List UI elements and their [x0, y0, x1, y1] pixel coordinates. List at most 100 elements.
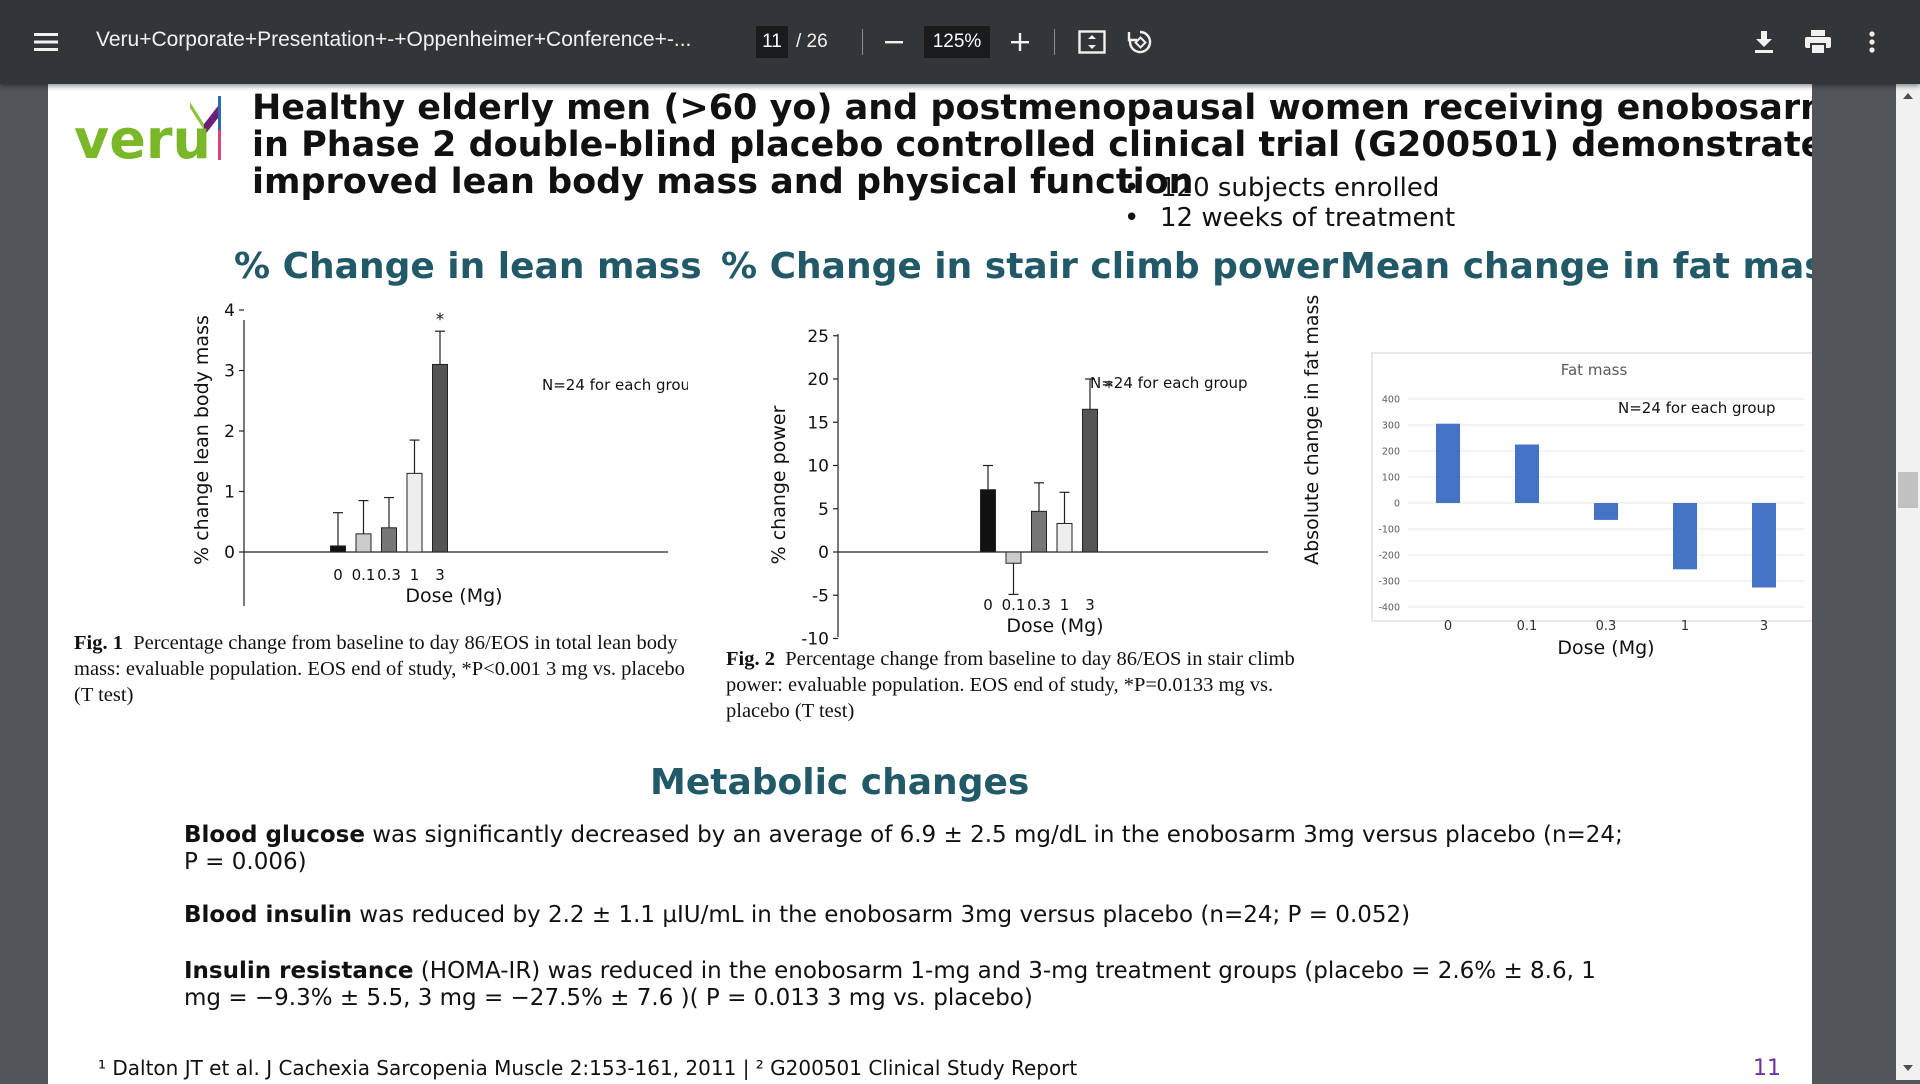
y-tick-label: -300: [1378, 577, 1400, 588]
toolbar-divider: [1054, 29, 1055, 55]
bar: [406, 472, 423, 553]
footnote: ¹ Dalton JT et al. J Cachexia Sarcopenia…: [98, 1056, 1078, 1080]
svg-text:veru: veru: [74, 108, 211, 171]
more-vert-icon: [1869, 31, 1875, 53]
bullet-item: • 12 weeks of treatment: [1124, 203, 1456, 233]
bar: [432, 363, 448, 553]
y-tick-label: 100: [1382, 473, 1400, 484]
slide-page-number: 11: [1753, 1056, 1781, 1081]
y-tick-label: 0: [224, 543, 235, 563]
chart-title-lean-mass: % Change in lean mass: [234, 246, 702, 287]
bar: [980, 489, 996, 553]
x-axis-label: Dose (Mg): [1006, 615, 1103, 637]
fit-to-page-icon: [1078, 30, 1106, 54]
x-tick-label: 0: [333, 566, 343, 584]
x-tick-label: 0.3: [1027, 596, 1051, 614]
x-tick-label: 1: [1060, 596, 1070, 614]
zoom-level-input[interactable]: 125%: [924, 26, 990, 58]
page-total: / 26: [796, 31, 828, 52]
veru-logo: veru: [74, 96, 224, 186]
scroll-up-icon: [1903, 93, 1913, 99]
scroll-down-icon: [1903, 1065, 1913, 1071]
y-tick-label: 0: [818, 543, 829, 563]
minus-icon: [885, 41, 903, 44]
pdf-toolbar: Veru+Corporate+Presentation+-+Oppenheime…: [0, 0, 1920, 84]
bar: [1673, 503, 1697, 570]
print-button[interactable]: [1802, 26, 1834, 58]
y-axis-label: Absolute change in fat mass (G): [1301, 290, 1323, 565]
bar: [1515, 444, 1539, 503]
vertical-scrollbar[interactable]: [1896, 84, 1920, 1080]
x-tick-label: 0.3: [377, 566, 401, 584]
chart-annotation: N=24 for each group: [542, 376, 688, 394]
x-tick-label: 0.1: [1517, 619, 1538, 634]
hamburger-menu-icon[interactable]: [30, 26, 62, 58]
x-tick-label: 1: [1681, 619, 1689, 634]
more-options-button[interactable]: [1856, 26, 1888, 58]
document-title: Veru+Corporate+Presentation+-+Oppenheime…: [96, 28, 692, 51]
slide-headline: Healthy elderly men (>60 yo) and postmen…: [252, 88, 1812, 202]
download-button[interactable]: [1748, 26, 1780, 58]
chart-title-stair-climb: % Change in stair climb power: [721, 246, 1339, 287]
bar: [355, 533, 372, 553]
y-tick-label: 300: [1382, 421, 1400, 432]
x-tick-label: 3: [1760, 619, 1768, 634]
download-icon: [1755, 31, 1773, 53]
x-tick-label: 0.1: [1002, 596, 1026, 614]
y-tick-label: 400: [1382, 395, 1400, 406]
y-tick-label: 0: [1394, 499, 1400, 510]
x-tick-label: 3: [1085, 596, 1095, 614]
y-tick-label: 5: [818, 500, 829, 520]
significance-marker: *: [1105, 378, 1114, 398]
bar: [381, 527, 397, 553]
bar: [330, 545, 346, 553]
bar: [1752, 503, 1776, 588]
bar: [1031, 510, 1047, 553]
zoom-in-button[interactable]: [1004, 26, 1036, 58]
y-tick-label: -5: [812, 586, 829, 606]
y-tick-label: -200: [1378, 551, 1400, 562]
print-icon: [1805, 30, 1831, 55]
bar: [1056, 522, 1073, 553]
stair-climb-chart: % change power -10 -5 0 5 10 15 20 25 * 0 0.1 0.3…: [768, 327, 1268, 650]
y-tick-label: 2: [224, 422, 235, 442]
blood-insulin-paragraph: Blood insulin was reduced by 2.2 ± 1.1 µ…: [184, 902, 1411, 928]
insulin-resistance-paragraph: Insulin resistance (HOMA-IR) was reduced…: [184, 958, 1596, 1011]
fit-to-page-button[interactable]: [1076, 26, 1108, 58]
y-tick-label: 3: [224, 362, 235, 382]
page-number-input[interactable]: 11: [756, 26, 788, 58]
y-tick-label: 1: [224, 483, 235, 503]
scrollbar-thumb[interactable]: [1898, 472, 1918, 508]
bar: [1436, 423, 1460, 503]
chart-annotation: N=24 for each group: [1618, 399, 1776, 417]
y-tick-label: 25: [807, 327, 829, 347]
y-tick-label: 10: [807, 457, 829, 477]
y-axis-label: % change lean body mass: [191, 315, 213, 565]
y-tick-label: 15: [807, 413, 829, 433]
x-axis-label: Dose (Mg): [405, 585, 502, 607]
fig2-caption: Fig. 2 Percentage change from baseline t…: [726, 648, 1295, 722]
pdf-page: veru Healthy elderly men (>60 yo) and po…: [48, 84, 1812, 1084]
fig1-caption: Fig. 1 Percentage change from baseline t…: [74, 632, 685, 706]
rotate-icon: [1127, 30, 1152, 54]
y-axis-label: % change power: [768, 405, 790, 564]
significance-marker: *: [436, 310, 445, 330]
y-tick-label: 20: [807, 370, 829, 390]
metabolic-changes-heading: Metabolic changes: [650, 762, 1030, 803]
bar: [1594, 503, 1618, 520]
zoom-out-button[interactable]: [878, 26, 910, 58]
chart-title-fat-mass: Mean change in fat mass: [1340, 246, 1812, 287]
x-tick-label: 0.3: [1596, 619, 1617, 634]
chart-inner-title: Fat mass: [1561, 361, 1628, 379]
x-tick-label: 0: [983, 596, 993, 614]
x-tick-label: 0: [1444, 619, 1452, 634]
y-tick-label: 200: [1382, 447, 1400, 458]
y-tick-label: -100: [1378, 525, 1400, 536]
lean-mass-chart: % change lean body mass 0 1 2 3 4 * 0 0.1 0.3 1…: [191, 301, 688, 607]
y-tick-label: -400: [1378, 603, 1400, 614]
blood-glucose-paragraph: Blood glucose was significantly decrease…: [184, 822, 1623, 875]
x-axis-label: Dose (Mg): [1557, 637, 1654, 659]
y-tick-label: 4: [224, 301, 235, 321]
rotate-button[interactable]: [1124, 26, 1156, 58]
x-tick-label: 1: [410, 566, 420, 584]
